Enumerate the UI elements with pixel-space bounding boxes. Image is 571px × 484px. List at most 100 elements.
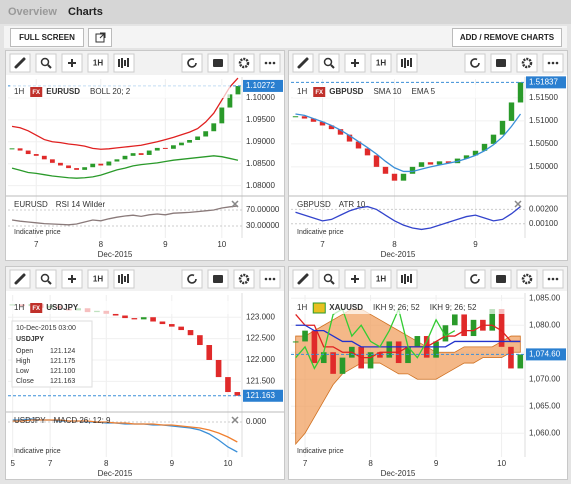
toolbar-button[interactable]: [490, 53, 512, 73]
tab[interactable]: Overview: [8, 6, 57, 18]
candle: [178, 326, 184, 331]
toolbar-button[interactable]: [181, 269, 203, 289]
refresh-icon: [187, 274, 197, 284]
popout-button[interactable]: [88, 28, 112, 47]
toolbar-button[interactable]: [9, 53, 31, 73]
x-tick-label: 9: [163, 240, 168, 249]
candle: [9, 148, 15, 150]
toolbar-button[interactable]: 1H: [370, 53, 392, 73]
last-price-label: 121.163: [246, 391, 275, 400]
x-axis-label: Dec-2015: [98, 250, 133, 259]
candle: [122, 155, 128, 160]
toolbar-button[interactable]: [207, 53, 229, 73]
candle: [405, 346, 411, 364]
search-icon: [47, 64, 52, 69]
toolbar-button[interactable]: [464, 53, 486, 73]
toolbar-button[interactable]: [396, 269, 418, 289]
button-bg: [233, 269, 255, 289]
toolbar-button[interactable]: [61, 53, 83, 73]
symbol-label: GBPUSD: [329, 87, 363, 96]
indicator-line: [295, 205, 521, 231]
sub-label: EURUSD: [14, 200, 48, 209]
candle: [292, 341, 299, 343]
toolbar-button[interactable]: [35, 53, 57, 73]
toolbar-button[interactable]: [318, 269, 340, 289]
candle: [17, 148, 23, 151]
toolbar-button[interactable]: [464, 269, 486, 289]
candle: [234, 392, 241, 396]
toolbar-button[interactable]: [490, 269, 512, 289]
chart: 1H 7 8 9 Dec-2015 1.50000 1.50500 1.51000 1.5150…: [289, 51, 567, 259]
toolbar-button[interactable]: [35, 269, 57, 289]
toolbar-button[interactable]: [61, 269, 83, 289]
toolbar-button[interactable]: [516, 53, 538, 73]
toolbar-button[interactable]: [292, 269, 314, 289]
y-tick-label: 1,065.00: [529, 401, 561, 410]
candle: [140, 317, 147, 320]
toolbar-button[interactable]: [233, 53, 255, 73]
ichimoku-cloud: [295, 308, 521, 446]
candle: [418, 162, 425, 167]
toolbar-button[interactable]: 1H: [87, 53, 109, 73]
tab[interactable]: Charts: [68, 6, 103, 18]
x-tick-label: 10: [224, 459, 233, 468]
toolbar-button[interactable]: [344, 53, 366, 73]
toolbar-button[interactable]: [516, 269, 538, 289]
candle: [138, 153, 144, 155]
sub-label: GBPUSD: [297, 200, 331, 209]
toolbar-button[interactable]: 1H: [370, 269, 392, 289]
header-bg: [293, 301, 513, 314]
camera-icon: [496, 275, 506, 283]
toolbar-button[interactable]: [9, 269, 31, 289]
toolbar-button[interactable]: [113, 53, 135, 73]
close-icon[interactable]: [231, 200, 239, 208]
candle: [203, 131, 209, 137]
candle: [302, 330, 308, 342]
y-tick-label: 121.500: [246, 376, 275, 385]
candle: [382, 166, 389, 174]
sub-label: ATR 10: [339, 200, 366, 209]
toolbar-button[interactable]: [292, 53, 314, 73]
toolbar-button[interactable]: [542, 53, 564, 73]
candle: [187, 330, 194, 336]
close-icon[interactable]: [231, 416, 239, 424]
candle: [168, 324, 175, 327]
close-icon[interactable]: [514, 200, 522, 208]
toolbar-button[interactable]: [259, 53, 281, 73]
more-icon: [268, 61, 272, 65]
y-tick-label: 1,070.00: [529, 374, 561, 383]
toolbar-button[interactable]: 1H: [87, 269, 109, 289]
toolbar-button[interactable]: [396, 53, 418, 73]
candle: [414, 336, 421, 347]
toolbar-button[interactable]: [259, 269, 281, 289]
overlay-line: [295, 113, 522, 173]
toolbar-button[interactable]: [113, 269, 135, 289]
full-screen-button[interactable]: FULL SCREEN: [10, 28, 84, 47]
candle: [461, 314, 467, 337]
toolbar-button[interactable]: [207, 269, 229, 289]
toolbar-button[interactable]: [542, 269, 564, 289]
button-bg: [318, 269, 340, 289]
toolbar-button[interactable]: [344, 269, 366, 289]
plus-icon: [351, 275, 359, 283]
indicative-note: Indicative price: [14, 229, 61, 236]
header-bg: [10, 301, 230, 314]
search-icon: [330, 280, 335, 285]
toolbar-button[interactable]: [318, 53, 340, 73]
add-remove-button[interactable]: ADD / REMOVE CHARTS: [452, 28, 562, 47]
candle: [112, 313, 119, 316]
tooltip-key: Open: [16, 348, 33, 355]
search-icon: [323, 57, 333, 67]
candle: [195, 136, 201, 141]
candle: [58, 162, 63, 166]
x-tick-label: 9: [434, 459, 439, 468]
toolbar-button[interactable]: [181, 53, 203, 73]
sub-label: RSI 14 Wilder: [56, 200, 106, 209]
header-bg: [10, 85, 230, 98]
candle: [122, 315, 128, 319]
link-icon: [297, 273, 309, 285]
camera-icon: [213, 59, 223, 67]
candle: [74, 168, 80, 170]
toolbar-button[interactable]: [233, 269, 255, 289]
more-icon: [264, 61, 268, 65]
